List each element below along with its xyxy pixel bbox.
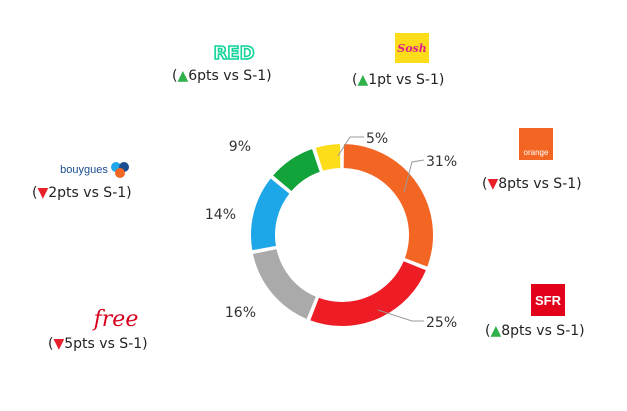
bouygues-change: (▼2pts vs S-1)	[32, 185, 132, 201]
slice-free	[250, 246, 319, 322]
orange-change: (▼8pts vs S-1)	[482, 176, 582, 192]
percent-label-sosh: 5%	[366, 131, 388, 147]
sfr-change-text: 8pts vs S-1	[501, 323, 580, 339]
sfr-change: (▲8pts vs S-1)	[485, 323, 585, 339]
free-logo: free	[84, 306, 148, 332]
free-logo-text: free	[93, 306, 139, 332]
red-change: (▲6pts vs S-1)	[172, 68, 272, 84]
down-arrow-icon: ▼	[53, 336, 65, 352]
orange-change-text: 8pts vs S-1	[498, 176, 577, 192]
percent-label-free: 16%	[225, 305, 256, 321]
up-arrow-icon: ▲	[490, 323, 502, 339]
slice-sosh	[313, 141, 343, 174]
up-arrow-icon: ▲	[357, 72, 369, 88]
slice-orange	[341, 141, 435, 270]
slice-bouygues	[249, 175, 293, 253]
bouygues-change-text: 2pts vs S-1	[48, 185, 127, 201]
donut-slices	[249, 141, 435, 328]
free-change-text: 5pts vs S-1	[64, 336, 143, 352]
bouygues-bubble-icon	[110, 162, 129, 178]
sosh-change: (▲1pt vs S-1)	[352, 72, 445, 88]
sosh-logo: Sosh	[395, 33, 429, 63]
percent-label-orange: 31%	[426, 154, 457, 170]
leader-line-sfr	[377, 309, 424, 322]
percent-labels: 31% 25% 16% 14% 9% 5%	[205, 131, 457, 331]
leader-lines	[337, 136, 425, 322]
slice-red	[270, 146, 323, 194]
down-arrow-icon: ▼	[37, 185, 49, 201]
orange-logo: orange	[519, 128, 553, 160]
red-change-text: 6pts vs S-1	[188, 68, 267, 84]
leader-line-orange	[403, 159, 425, 193]
down-arrow-icon: ▼	[487, 176, 499, 192]
red-logo: RED	[212, 42, 256, 64]
red-logo-text: RED	[213, 43, 254, 64]
sosh-logo-text: Sosh	[397, 41, 427, 55]
free-change: (▼5pts vs S-1)	[48, 336, 148, 352]
percent-label-bouygues: 14%	[205, 207, 236, 223]
leader-line-sosh	[337, 136, 364, 157]
bouygues-logo-text: bouygues	[60, 164, 108, 176]
percent-label-sfr: 25%	[426, 315, 457, 331]
percent-label-red: 9%	[229, 139, 251, 155]
red-logo-mark: RED	[213, 42, 256, 64]
slice-sfr	[307, 258, 429, 328]
sfr-logo: SFR	[531, 284, 565, 316]
sfr-logo-text: SFR	[535, 292, 561, 308]
sosh-change-text: 1pt vs S-1	[368, 72, 439, 88]
orange-logo-text: orange	[523, 148, 549, 157]
bouygues-logo: bouygues	[56, 158, 134, 182]
up-arrow-icon: ▲	[177, 68, 189, 84]
